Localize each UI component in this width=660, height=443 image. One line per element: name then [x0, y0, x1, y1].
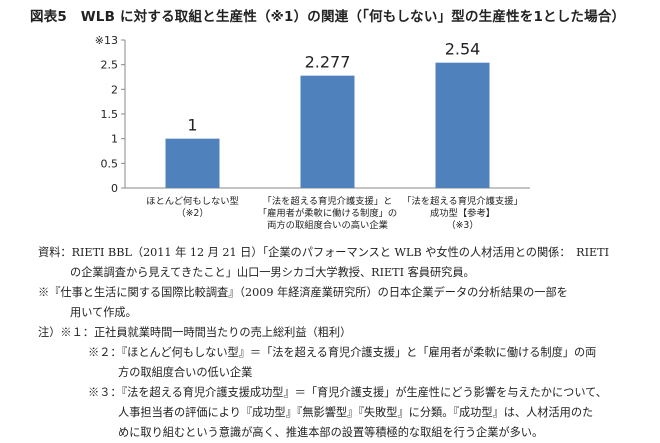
- bar: [435, 62, 490, 189]
- note-line: ※『仕事と生活に関する国際比較調査』（2009 年経済産業研究所）の日本企業デー…: [38, 286, 568, 299]
- bar: [300, 75, 355, 188]
- category-label: 「雇用者が柔軟に働ける制度」の: [258, 207, 397, 219]
- category-label: （※2）: [176, 208, 208, 219]
- bar-chart-svg: 0 0.5 1 1.5 2 2.5 3※1 1 ほとんど何もしない型（※2） 2.277 「法を超え…: [95, 34, 530, 231]
- note-line: 方の取組度合いの低い企業: [118, 366, 253, 379]
- y-tick-label: 0.5: [101, 157, 119, 170]
- bar-value-label: 2.54: [445, 40, 481, 59]
- y-tick-label: 3: [111, 34, 118, 47]
- source-notes: 資料：RIETI BBL（2011 年 12 月 21 日）「企業のパフォーマン…: [38, 243, 648, 443]
- bar-value-label: 1: [187, 116, 197, 135]
- bar-value-label: 2.277: [305, 53, 351, 72]
- note-line: 人事担当者の評価により『成功型』『無影響型』『失敗型』に分類。『成功型』は、人材…: [118, 406, 594, 419]
- y-tick-label: 1: [111, 133, 118, 146]
- note-line: の企業調査から見えてきたこと」山口一男シカゴ大学教授、RIETI 客員研究員。: [70, 266, 475, 279]
- category-label: 両方の取組度合いの高い企業: [267, 219, 388, 231]
- category-label: 「法を超える育児介護支援」と: [263, 195, 393, 207]
- y-tick-label: 1.5: [101, 108, 119, 121]
- category-label: （※3）: [446, 220, 478, 231]
- note-line: 注）※１：正社員就業時間一時間当たりの売上総利益（粗利）: [38, 326, 352, 339]
- note-line: 用いて作成。: [70, 306, 137, 319]
- y-tick-label: 0: [111, 182, 118, 195]
- y-axis-unit-label: ※1: [95, 34, 111, 47]
- bar-chart: 0 0.5 1 1.5 2 2.5 3 ※1 1 ほとんど何もしない型 （※2） 2.277 「法を超え…: [0, 28, 660, 240]
- y-tick-label: 2: [111, 83, 118, 96]
- note-line: 資料：RIETI BBL（2011 年 12 月 21 日）「企業のパフォーマン…: [38, 246, 610, 259]
- category-label: 「法を超える育児介護支援」: [402, 195, 523, 207]
- figure-title: 図表5 WLB に対する取組と生産性（※1）の関連（「何もしない」型の生産性を1…: [30, 9, 626, 25]
- note-line: ※３：『法を超える育児介護支援成功型』＝「育児介護支援」が生産性にどう影響を与え…: [88, 386, 607, 399]
- y-tick-label: 2.5: [101, 59, 119, 72]
- note-line: ※２：『ほとんど何もしない型』＝「法を超える育児介護支援」と「雇用者が柔軟に働け…: [88, 346, 597, 359]
- bar: [165, 138, 220, 188]
- note-line: めに取り組むという意識が高く、推進本部の設置等積極的な取組を行う企業が多い。: [118, 426, 544, 439]
- category-label: ほとんど何もしない型: [146, 195, 239, 207]
- category-label: 成功型【参考】: [430, 207, 495, 219]
